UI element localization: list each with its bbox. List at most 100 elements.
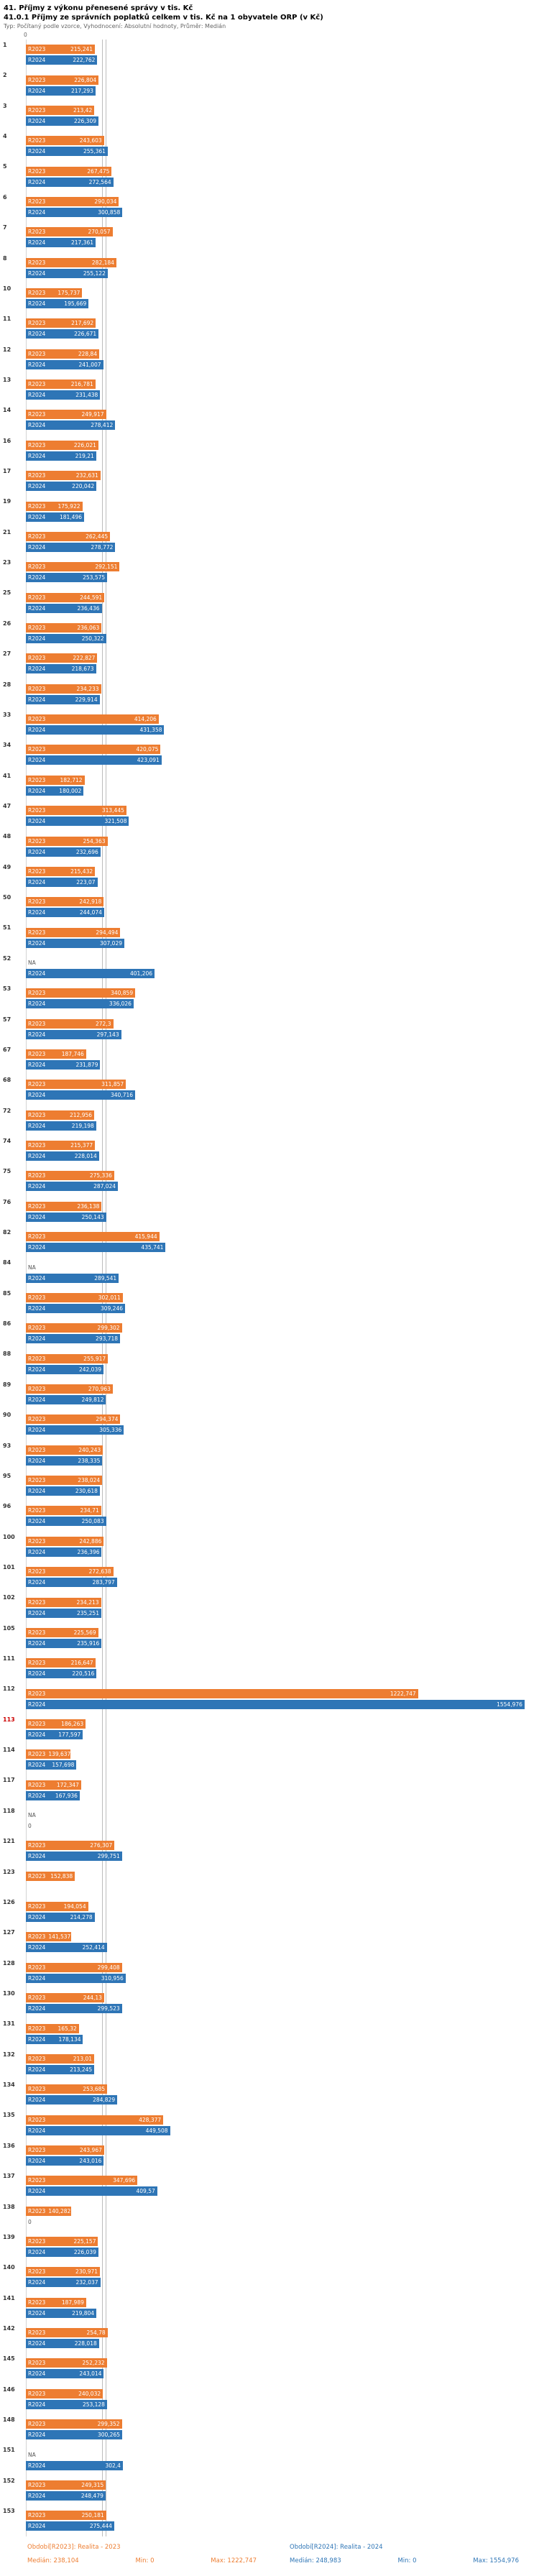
bar-r2023[interactable]: R2023 172,347: [26, 1780, 81, 1790]
bar-r2024[interactable]: R2024 278,412: [26, 420, 116, 431]
bar-r2023[interactable]: R2023 242,918: [26, 897, 104, 907]
bar-r2024[interactable]: R2024 243,014: [26, 2369, 104, 2379]
bar-r2023[interactable]: R2023 234,233: [26, 684, 101, 694]
bar-r2024[interactable]: R2024 228,018: [26, 2339, 99, 2349]
bar-r2024[interactable]: R2024 253,575: [26, 573, 108, 583]
bar-r2023[interactable]: R2023 215,377: [26, 1141, 96, 1151]
bar-r2024[interactable]: R2024 250,083: [26, 1517, 106, 1527]
bar-r2023[interactable]: R2023 236,063: [26, 623, 102, 632]
bar-r2023[interactable]: R2023 141,537: [26, 1932, 72, 1942]
bar-r2024[interactable]: R2024 213,245: [26, 2064, 95, 2074]
bar-r2024[interactable]: R2024 241,007: [26, 359, 103, 369]
bar-r2024[interactable]: R2024 293,718: [26, 1334, 121, 1344]
bar-r2023[interactable]: R2023 290,034: [26, 196, 119, 206]
bar-r2023[interactable]: R2023 222,827: [26, 653, 98, 663]
bar-r2024[interactable]: R2024 299,751: [26, 1852, 122, 1862]
bar-r2024[interactable]: R2024 300,265: [26, 2430, 122, 2440]
bar-r2024[interactable]: R2024 255,361: [26, 147, 108, 157]
bar-r2024[interactable]: R2024 252,414: [26, 1943, 107, 1953]
bar-r2024[interactable]: R2024 250,143: [26, 1212, 106, 1222]
bar-r2023[interactable]: R2023 213,01: [26, 2053, 95, 2064]
bar-r2023[interactable]: R2023 270,963: [26, 1384, 113, 1394]
bar-r2023[interactable]: R2023 236,138: [26, 1201, 102, 1211]
bar-r2023[interactable]: R2023 215,432: [26, 866, 96, 876]
bar-r2024[interactable]: R2024 336,026: [26, 999, 134, 1009]
bar-r2023[interactable]: R2023 415,944: [26, 1232, 160, 1242]
bar-r2023[interactable]: R2023 230,971: [26, 2267, 101, 2277]
bar-r2024[interactable]: R2024 157,698: [26, 1760, 77, 1770]
bar-r2023[interactable]: R2023 187,989: [26, 2297, 86, 2307]
bar-r2024[interactable]: R2024 226,671: [26, 329, 99, 339]
bar-r2023[interactable]: R2023 232,631: [26, 471, 101, 481]
bar-r2024[interactable]: R2024 401,206: [26, 968, 155, 978]
bar-r2023[interactable]: R2023 276,307: [26, 1841, 115, 1851]
bar-r2024[interactable]: R2024 222,762: [26, 55, 98, 65]
bar-r2024[interactable]: R2024 231,438: [26, 390, 101, 400]
bar-r2023[interactable]: R2023 187,746: [26, 1049, 86, 1059]
bar-r2023[interactable]: R2023 311,857: [26, 1080, 126, 1090]
bar-r2023[interactable]: R2023 243,603: [26, 136, 104, 146]
bar-r2024[interactable]: R2024 321,508: [26, 816, 129, 827]
bar-r2024[interactable]: R2024 219,198: [26, 1121, 96, 1131]
bar-r2024[interactable]: R2024 299,523: [26, 2004, 122, 2014]
bar-r2023[interactable]: R2023 225,569: [26, 1627, 98, 1637]
bar-r2024[interactable]: R2024 219,804: [26, 2308, 97, 2318]
bar-r2023[interactable]: R2023 299,352: [26, 2419, 122, 2429]
bar-r2023[interactable]: R2023 428,377: [26, 2115, 164, 2125]
bar-r2024[interactable]: R2024 229,914: [26, 694, 100, 704]
bar-r2024[interactable]: R2024 244,074: [26, 908, 104, 918]
bar-r2024[interactable]: R2024 289,541: [26, 1273, 119, 1283]
bar-r2023[interactable]: R2023 249,315: [26, 2480, 106, 2490]
bar-r2024[interactable]: R2024 230,618: [26, 1486, 100, 1496]
bar-r2024[interactable]: R2024 435,741: [26, 1243, 166, 1253]
bar-r2024[interactable]: R2024 219,21: [26, 451, 96, 461]
bar-r2023[interactable]: R2023 270,057: [26, 227, 113, 237]
bar-r2024[interactable]: R2024 300,858: [26, 207, 123, 217]
bar-r2023[interactable]: R2023 182,712: [26, 775, 85, 785]
bar-r2023[interactable]: R2023 234,71: [26, 1506, 101, 1516]
bar-r2024[interactable]: R2024 217,293: [26, 86, 96, 96]
bar-r2023[interactable]: R2023 244,591: [26, 592, 105, 602]
bar-r2024[interactable]: R2024 226,309: [26, 116, 98, 126]
bar-r2024[interactable]: R2024 231,879: [26, 1060, 101, 1070]
bar-r2024[interactable]: R2024 242,039: [26, 1364, 103, 1374]
bar-r2023[interactable]: R2023 275,336: [26, 1171, 114, 1181]
bar-r2024[interactable]: R2024 232,696: [26, 847, 101, 857]
bar-r2023[interactable]: R2023 175,737: [26, 288, 83, 298]
bar-r2024[interactable]: R2024 249,812: [26, 1394, 106, 1404]
bar-r2024[interactable]: R2024 248,479: [26, 2490, 106, 2501]
bar-r2024[interactable]: R2024 284,829: [26, 2095, 118, 2105]
bar-r2024[interactable]: R2024 255,122: [26, 268, 108, 278]
bar-r2024[interactable]: R2024 272,564: [26, 177, 114, 187]
bar-r2023[interactable]: R2023 420,075: [26, 745, 161, 755]
bar-r2024[interactable]: R2024 195,669: [26, 299, 89, 309]
bar-r2023[interactable]: R2023 215,241: [26, 45, 96, 55]
bar-r2024[interactable]: R2024 278,772: [26, 542, 116, 552]
bar-r2023[interactable]: R2023 186,263: [26, 1719, 86, 1729]
bar-r2024[interactable]: R2024 238,335: [26, 1455, 103, 1466]
bar-r2024[interactable]: R2024 309,246: [26, 1303, 125, 1313]
bar-r2023[interactable]: R2023 272,3: [26, 1018, 114, 1029]
bar-r2024[interactable]: R2024 236,436: [26, 603, 102, 613]
bar-r2023[interactable]: R2023 240,032: [26, 2388, 103, 2398]
bar-r2023[interactable]: R2023 213,42: [26, 105, 95, 115]
bar-r2023[interactable]: R2023 1222,747: [26, 1688, 418, 1698]
bar-r2024[interactable]: R2024 214,278: [26, 1913, 95, 1923]
bar-r2023[interactable]: R2023 252,232: [26, 2358, 107, 2368]
bar-r2024[interactable]: R2024 1554,976: [26, 1699, 525, 1709]
bar-r2023[interactable]: R2023 282,184: [26, 257, 116, 267]
bar-r2023[interactable]: R2023 243,967: [26, 2145, 104, 2155]
bar-r2023[interactable]: R2023 234,213: [26, 1597, 101, 1607]
bar-r2024[interactable]: R2024 178,134: [26, 2034, 83, 2044]
bar-r2024[interactable]: R2024 223,07: [26, 877, 98, 887]
bar-r2023[interactable]: R2023 253,685: [26, 2084, 108, 2094]
bar-r2023[interactable]: R2023 250,181: [26, 2511, 106, 2521]
bar-r2024[interactable]: R2024 307,029: [26, 938, 124, 948]
bar-r2023[interactable]: R2023 226,804: [26, 75, 99, 85]
bar-r2023[interactable]: R2023 347,696: [26, 2176, 138, 2186]
bar-r2023[interactable]: R2023 225,157: [26, 2237, 98, 2247]
bar-r2023[interactable]: R2023 139,637: [26, 1749, 71, 1760]
bar-r2023[interactable]: R2023 302,011: [26, 1292, 123, 1302]
bar-r2023[interactable]: R2023 194,054: [26, 1902, 88, 1912]
bar-r2024[interactable]: R2024 287,024: [26, 1182, 119, 1192]
